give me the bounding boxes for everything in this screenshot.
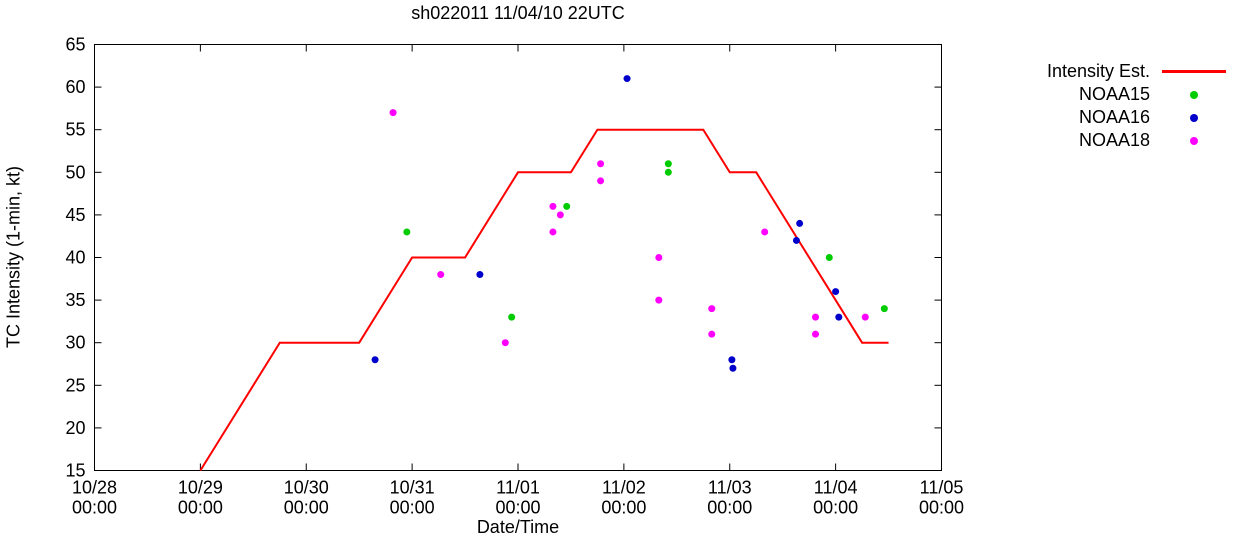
- x-tick-date-label: 11/02: [602, 478, 646, 498]
- data-point-noaa15: [880, 305, 888, 313]
- legend-item-noaa16: NOAA16: [1047, 106, 1228, 129]
- y-tick-label: 35: [65, 290, 85, 310]
- legend-sample-col: [1160, 70, 1228, 73]
- legend-label-intensity-est: Intensity Est.: [1046, 61, 1150, 81]
- data-point-noaa15: [664, 168, 672, 176]
- x-tick-time-label: 00:00: [284, 498, 329, 518]
- data-point-noaa18: [437, 271, 445, 279]
- data-point-noaa18: [597, 177, 605, 185]
- x-tick-time-label: 00:00: [390, 498, 435, 518]
- data-point-noaa18: [812, 330, 820, 338]
- data-point-noaa15: [825, 254, 833, 261]
- series-line-intensity-est-: [199, 128, 889, 472]
- x-tick-date-label: 11/01: [496, 478, 540, 498]
- legend-item-intensity-est: Intensity Est.: [1047, 60, 1228, 83]
- legend-item-noaa15: NOAA15: [1047, 83, 1228, 106]
- x-axis-label: Date/Time: [476, 517, 560, 537]
- legend: Intensity Est. NOAA15 NOAA16 NOAA18: [1047, 60, 1228, 152]
- legend-dot-noaa16-icon: [1190, 113, 1198, 122]
- x-tick-time-label: 00:00: [919, 498, 964, 518]
- legend-sample-col: [1160, 90, 1228, 99]
- data-point-noaa18: [549, 202, 557, 210]
- data-point-noaa16: [728, 356, 736, 364]
- y-tick-label: 65: [65, 35, 85, 55]
- data-point-noaa18: [597, 160, 605, 168]
- x-tick-time-label: 00:00: [813, 498, 858, 518]
- data-point-noaa16: [796, 219, 804, 227]
- data-point-noaa16: [476, 271, 484, 279]
- y-tick-label: 40: [65, 248, 85, 268]
- data-point-noaa15: [664, 160, 672, 168]
- y-tick-label: 25: [65, 375, 85, 395]
- x-tick-time-label: 00:00: [707, 498, 752, 518]
- data-point-noaa18: [708, 305, 716, 313]
- data-point-noaa18: [655, 296, 663, 304]
- x-tick-date-label: 10/31: [390, 478, 435, 498]
- data-point-noaa16: [835, 313, 843, 321]
- y-tick-label: 55: [65, 120, 85, 140]
- data-point-noaa16: [371, 356, 379, 364]
- legend-dot-noaa15-icon: [1190, 90, 1198, 99]
- x-tick-time-label: 00:00: [601, 498, 646, 518]
- data-point-noaa18: [708, 330, 716, 338]
- data-point-noaa15: [403, 228, 411, 236]
- x-tick-time-label: 00:00: [495, 498, 540, 518]
- legend-line-sample: [1162, 70, 1226, 73]
- data-point-noaa18: [812, 313, 820, 321]
- data-point-noaa16: [729, 364, 737, 372]
- legend-dot-noaa18-icon: [1190, 136, 1198, 145]
- legend-sample-col: [1160, 113, 1228, 122]
- legend-sample-col: [1160, 136, 1228, 145]
- data-point-noaa18: [389, 109, 397, 117]
- legend-item-noaa18: NOAA18: [1047, 129, 1228, 152]
- y-tick-label: 50: [65, 162, 85, 182]
- data-point-noaa18: [556, 211, 564, 219]
- legend-label-noaa15: NOAA15: [1078, 84, 1150, 104]
- chart-title: sh022011 11/04/10 22UTC: [411, 3, 625, 23]
- y-tick-label: 60: [65, 77, 85, 97]
- data-point-noaa18: [501, 339, 509, 347]
- y-axis-label: TC Intensity (1-min, kt): [3, 165, 24, 349]
- data-point-noaa18: [761, 228, 769, 236]
- x-tick-date-label: 11/03: [708, 478, 752, 498]
- x-tick-date-label: 11/04: [814, 478, 858, 498]
- x-tick-time-label: 00:00: [178, 498, 223, 518]
- x-tick-date-label: 11/05: [920, 478, 964, 498]
- x-tick-time-label: 00:00: [72, 498, 117, 518]
- data-point-noaa18: [549, 228, 557, 236]
- y-tick-label: 20: [65, 418, 85, 438]
- y-tick-label: 15: [65, 461, 85, 481]
- data-point-noaa18: [655, 254, 663, 261]
- data-point-noaa15: [508, 313, 516, 321]
- y-tick-label: 45: [65, 205, 85, 225]
- y-tick-label: 30: [65, 333, 85, 353]
- x-tick-date-label: 10/29: [178, 478, 223, 498]
- data-point-noaa16: [832, 288, 840, 296]
- legend-label-noaa16: NOAA16: [1078, 107, 1150, 127]
- data-point-noaa15: [563, 202, 571, 210]
- data-point-noaa16: [792, 236, 800, 244]
- x-tick-date-label: 10/28: [72, 478, 117, 498]
- data-point-noaa18: [861, 313, 869, 321]
- data-point-noaa16: [623, 75, 631, 83]
- plot-border: [94, 44, 942, 471]
- legend-label-noaa18: NOAA18: [1078, 130, 1150, 150]
- x-tick-date-label: 10/30: [284, 478, 329, 498]
